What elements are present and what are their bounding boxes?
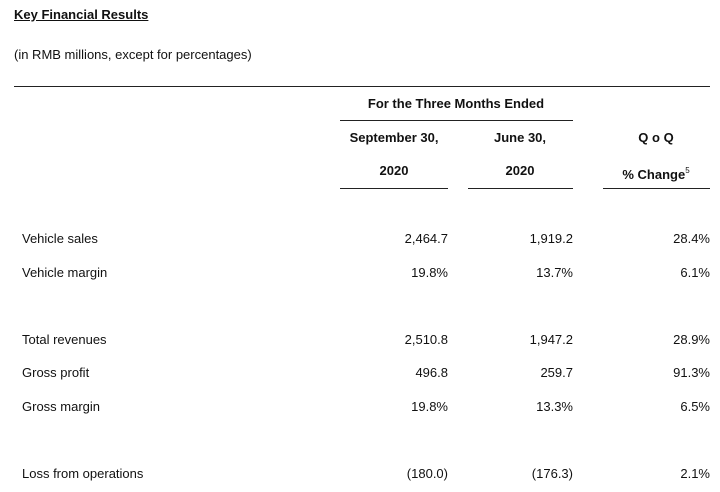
row-label: Vehicle margin (22, 264, 108, 280)
column-rule (468, 188, 573, 189)
column-header: June 30, (494, 130, 546, 146)
cell: 6.5% (680, 399, 710, 414)
footnote-mark: 5 (685, 166, 690, 175)
title: Key Financial Results (14, 7, 149, 22)
group-rule (340, 120, 573, 121)
column-header-text: Q o Q (638, 130, 674, 145)
column-header-text: % Change (622, 167, 686, 182)
column-header-text: June 30, (493, 130, 547, 145)
cell: 28.9% (673, 331, 710, 347)
row-label: Total revenues (22, 331, 107, 347)
subtitle: (in RMB millions, except for percentages… (14, 47, 252, 62)
cell: 1,947.2 (529, 331, 573, 347)
cell: (176.3) (531, 466, 573, 482)
group-header: For the Three Months Ended (367, 96, 545, 111)
row-label: Loss from operations (22, 466, 144, 482)
cell: 13.3% (536, 399, 573, 414)
column-header-text: September 30, (349, 130, 439, 145)
cell: 496.8 (415, 365, 448, 381)
cell: 259.7 (540, 365, 573, 381)
cell: 13.7% (536, 264, 573, 280)
cell: 6.1% (680, 264, 710, 280)
row-label: Vehicle sales (22, 231, 98, 246)
row-label: Gross margin (22, 399, 101, 414)
cell: 28.4% (673, 231, 710, 246)
column-header: September 30, (350, 130, 439, 146)
column-header: Q o Q (638, 130, 673, 146)
column-header: 2020 (380, 163, 409, 179)
cell: 2,464.7 (404, 231, 448, 246)
column-rule (603, 188, 710, 189)
row-label: Gross profit (22, 365, 90, 381)
column-header: 2020 (506, 163, 535, 179)
cell: 1,919.2 (529, 231, 573, 246)
cell: 19.8% (411, 399, 448, 414)
column-header-text: 2020 (505, 163, 535, 178)
cell: 91.3% (673, 365, 710, 381)
column-header-text: 2020 (379, 163, 409, 178)
cell: 2,510.8 (404, 331, 448, 347)
column-header: % Change5 (622, 163, 689, 183)
cell: 2.1% (680, 466, 710, 482)
top-rule (14, 86, 710, 87)
cell: 19.8% (411, 264, 448, 280)
column-rule (340, 188, 448, 189)
cell: (180.0) (406, 466, 448, 482)
